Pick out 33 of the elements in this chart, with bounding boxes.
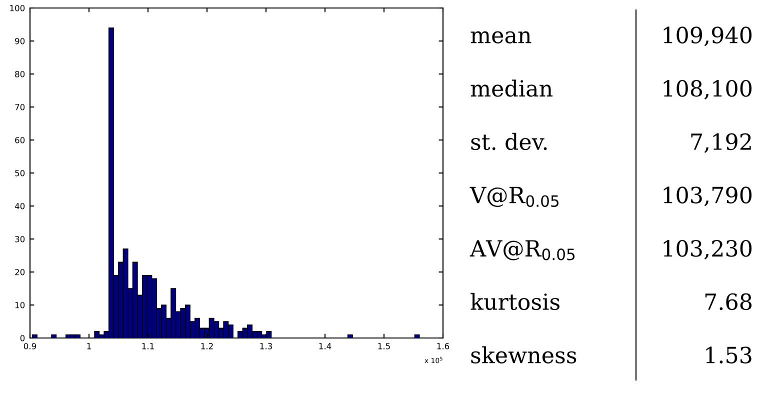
y-tick-label: 80 bbox=[15, 70, 25, 78]
category-label: V@R$_{0.05}$ bbox=[470, 186, 558, 207]
text: 7.68 bbox=[705, 293, 752, 310]
x-tick-label: 1.5 bbox=[378, 343, 390, 350]
y-tick-label: 20 bbox=[15, 268, 25, 276]
x-tick-label: 1.2 bbox=[201, 343, 213, 350]
x-tick-label: 0.9 bbox=[24, 343, 36, 350]
category-label: kurtosis bbox=[470, 292, 560, 310]
text: 1.53 bbox=[706, 346, 752, 364]
category-label: st. dev. bbox=[471, 132, 547, 150]
category-label: skewness bbox=[471, 346, 576, 364]
y-tick-label: 90 bbox=[15, 38, 25, 44]
y-tick-label: 10 bbox=[15, 302, 25, 308]
x-tick-label: 1.3 bbox=[260, 343, 272, 350]
x-tick-label: 1 bbox=[87, 343, 91, 350]
text: 108,100 bbox=[664, 80, 752, 100]
y-tick-label: 70 bbox=[15, 104, 25, 110]
y-tick-label: 0 bbox=[20, 334, 25, 342]
text: 103,790 bbox=[664, 186, 752, 206]
y-tick-label: 50 bbox=[15, 170, 25, 176]
y-tick-label: 30 bbox=[15, 236, 25, 242]
x-tick-label: 1.6 bbox=[437, 343, 450, 350]
text: 103,230 bbox=[664, 240, 752, 260]
text: 109,940 bbox=[664, 26, 752, 46]
category-label: AV@R$_{0.05}$ bbox=[470, 240, 575, 260]
category-label: mean bbox=[470, 31, 532, 44]
category-label: median bbox=[470, 80, 552, 97]
y-tick-label: 40 bbox=[14, 202, 25, 210]
x-tick-label: 1.4 bbox=[319, 343, 332, 350]
y-tick-label: 60 bbox=[15, 136, 25, 144]
text: 7,192 bbox=[691, 133, 751, 153]
y-tick-label: 100 bbox=[10, 4, 25, 12]
x-tick-label: 1.1 bbox=[142, 343, 154, 350]
